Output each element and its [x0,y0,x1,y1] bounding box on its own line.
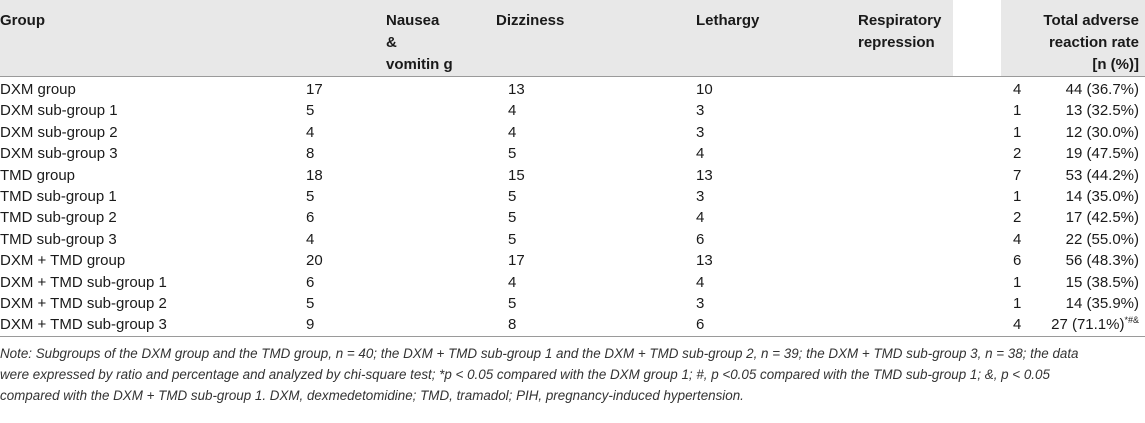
row-group-label: TMD sub-group 1 [0,188,117,206]
table-cell: 4 [696,145,705,163]
table-cell: 6 [696,230,705,248]
table-cell: 13 [696,252,713,270]
table-cell: 17 (42.5%) [1065,209,1139,227]
table-cell: 8 [456,314,656,337]
table-cell: 6 [306,209,315,227]
table-cell: 2 [1013,145,1022,163]
table-cell: 1 [1013,273,1022,291]
table-cell: 14 (35.9%) [1065,295,1139,313]
table-row: TMD sub-group 3 4 5 6 4 22 (55.0%) [0,229,1145,250]
table-cell: 3 [696,102,705,120]
header-dizziness: Dizziness [496,12,565,29]
table-cell: 5 [306,102,315,120]
note-line-1: Note: Subgroups of the DXM group and the… [0,345,1079,361]
table-cell: 4 [508,273,517,291]
table-row: TMD group 18 15 13 7 53 (44.2%) [0,165,1145,186]
table-cell: 22 (55.0%) [1065,230,1139,248]
header-respiratory: Respiratory repression [858,12,942,51]
table-cell: 5 [306,188,315,206]
adverse-reaction-table: Group Nausea & vomitin g Dizziness Lethar… [0,0,1145,337]
table-cell: 4 [906,314,1021,337]
table-cell: 4 [1013,81,1022,98]
table-cell: 7 [1013,166,1022,184]
table-cell: 15 [508,166,525,184]
table-row: DXM + TMD sub-group 1 6 4 4 1 15 (38.5%) [0,272,1145,293]
table-row: DXM + TMD sub-group 3 9 8 6 4 27 (71.1%)*#& [0,314,1145,337]
table-row: DXM sub-group 2 4 4 3 1 12 (30.0%) [0,122,1145,143]
table-cell: 5 [508,145,517,163]
table-cell: 13 (32.5%) [1065,102,1139,120]
table-cell: 3 [696,295,705,313]
table-cell: 4 [696,273,705,291]
row-group-label: DXM sub-group 1 [0,102,118,120]
table-cell: 4 [1013,230,1022,248]
row-group-label: DXM + TMD sub-group 2 [0,295,167,313]
table-cell: 6 [1013,252,1022,270]
table-cell: 5 [508,230,517,248]
row-group-label: DXM sub-group 3 [0,145,118,163]
table-cell: 20 [306,252,323,270]
table-cell: 13 [508,81,525,98]
table-cell: 3 [696,188,705,206]
table-cell: 10 [696,81,713,98]
table-cell: 5 [306,295,315,313]
table-cell: 3 [696,123,705,141]
significance-marks: *#& [1124,315,1139,326]
table-cell: 17 [508,252,525,270]
table-cell: 5 [508,295,517,313]
table-body: DXM group 17 13 10 4 44 (36.7%) DXM sub-group … [0,77,1145,337]
table-cell: 6 [656,314,906,337]
table-cell: 8 [306,145,315,163]
table-cell: 56 (48.3%) [1065,252,1139,270]
header-group: Group [0,12,45,29]
table-cell: 6 [306,273,315,291]
row-group-label: DXM + TMD sub-group 3 [0,314,276,337]
table-cell: 4 [508,123,517,141]
row-group-label: DXM group [0,81,76,98]
row-group-label: DXM + TMD group [0,252,126,270]
table-row: DXM + TMD group 20 17 13 6 56 (48.3%) [0,250,1145,271]
table-cell: 4 [306,230,315,248]
table-cell: 12 (30.0%) [1065,123,1139,141]
row-group-label: DXM sub-group 2 [0,123,118,141]
header-total: Total adverse reaction rate [n (%)] [1043,12,1139,73]
table-cell: 17 [306,81,323,98]
table-row: DXM sub-group 3 8 5 4 2 19 (47.5%) [0,143,1145,164]
table-row: DXM group 17 13 10 4 44 (36.7%) [0,77,1145,101]
note-line-3: compared with the DXM + TMD sub-group 1.… [0,387,744,403]
table-cell: 1 [1013,188,1022,206]
table-cell: 13 [696,166,713,184]
table-cell: 27 (71.1%)*#& [1001,314,1145,337]
table-row: TMD sub-group 2 6 5 4 2 17 (42.5%) [0,207,1145,228]
row-group-label: TMD group [0,166,76,184]
table-cell: 4 [696,209,705,227]
table-cell: 18 [306,166,323,184]
table-row: DXM + TMD sub-group 2 5 5 3 1 14 (35.9%) [0,293,1145,314]
table-cell: 1 [1013,123,1022,141]
table-cell: 5 [508,209,517,227]
table-row: DXM sub-group 1 5 4 3 1 13 (32.5%) [0,100,1145,121]
table-row: TMD sub-group 1 5 5 3 1 14 (35.0%) [0,186,1145,207]
table-cell: 1 [1013,102,1022,120]
header-nausea: Nausea & vomitin g [386,12,453,73]
table-cell: 4 [306,123,315,141]
table-cell: 44 (36.7%) [1065,81,1139,98]
row-group-label: DXM + TMD sub-group 1 [0,273,167,291]
header-row: Group Nausea & vomitin g Dizziness Lethar… [0,0,1145,77]
table-cell: 4 [508,102,517,120]
table-cell: 53 (44.2%) [1065,166,1139,184]
table-note: Note: Subgroups of the DXM group and the… [0,343,1140,406]
table-cell: 9 [276,314,456,337]
note-line-2: were expressed by ratio and percentage a… [0,366,1050,382]
table-cell: 2 [1013,209,1022,227]
table-cell: 5 [508,188,517,206]
row-group-label: TMD sub-group 3 [0,230,117,248]
header-lethargy: Lethargy [696,12,760,29]
table-cell: 15 (38.5%) [1065,273,1139,291]
table-cell: 14 (35.0%) [1065,188,1139,206]
table-cell: 1 [1013,295,1022,313]
table-cell: 19 (47.5%) [1065,145,1139,163]
row-group-label: TMD sub-group 2 [0,209,117,227]
